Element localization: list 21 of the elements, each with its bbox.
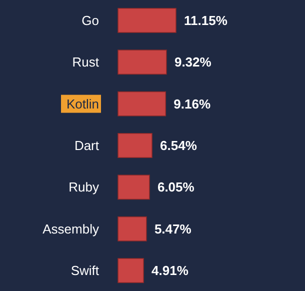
bar	[118, 91, 166, 116]
y-tick-label: Go	[82, 12, 99, 28]
bar	[118, 133, 152, 158]
bar	[118, 258, 144, 284]
y-tick-label: Swift	[70, 263, 100, 278]
data-label: 6.54%	[160, 138, 198, 154]
data-label: 11.15%	[184, 12, 228, 28]
bar	[118, 216, 147, 242]
data-label: 4.91%	[152, 263, 189, 278]
y-tick-label: Rust	[72, 54, 100, 70]
data-label: 6.05%	[157, 180, 195, 195]
data-label: 9.16%	[174, 96, 211, 112]
bar	[118, 50, 167, 75]
y-tick-label: Kotlin	[66, 96, 99, 112]
y-tick-label: Assembly	[42, 221, 100, 236]
data-label: 5.47%	[154, 221, 192, 236]
data-label: 9.32%	[174, 54, 212, 70]
bar	[118, 174, 150, 200]
y-tick-label: Ruby	[68, 180, 100, 195]
y-tick-label: Dart	[74, 138, 100, 154]
bar	[118, 8, 176, 33]
